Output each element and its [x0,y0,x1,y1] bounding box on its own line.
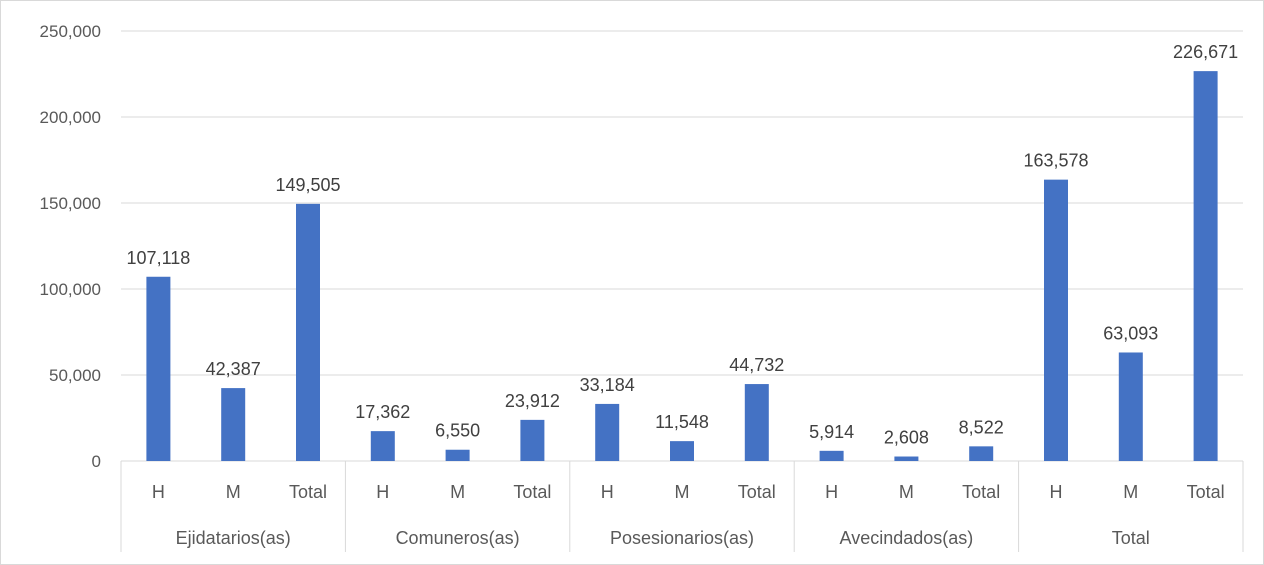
bar[interactable] [1118,352,1143,461]
data-label: 23,912 [505,391,560,411]
group-label: Comuneros(as) [396,528,520,548]
bar[interactable] [819,450,844,461]
bar[interactable] [969,446,994,461]
x-tick-label: M [675,482,690,502]
y-tick-label: 200,000 [40,108,101,127]
bar[interactable] [221,388,246,461]
data-label: 149,505 [275,175,340,195]
data-label: 5,914 [809,422,854,442]
y-tick-label: 50,000 [49,366,101,385]
x-tick-label: M [1123,482,1138,502]
data-label: 42,387 [206,359,261,379]
bar[interactable] [744,384,769,461]
data-label: 17,362 [355,402,410,422]
bar[interactable] [894,456,919,461]
x-tick-label: H [1050,482,1063,502]
x-tick-label: Total [513,482,551,502]
bar[interactable] [520,419,545,461]
data-label: 107,118 [127,248,191,268]
x-tick-label: H [376,482,389,502]
data-label: 11,548 [655,412,709,432]
data-label: 6,550 [435,421,480,441]
x-tick-label: M [226,482,241,502]
x-tick-label: Total [962,482,1000,502]
y-tick-label: 100,000 [40,280,101,299]
data-label: 63,093 [1103,323,1158,343]
x-tick-label: H [152,482,165,502]
group-label: Posesionarios(as) [610,528,754,548]
bar[interactable] [296,203,320,462]
data-label: 226,671 [1173,42,1238,62]
x-tick-label: M [899,482,914,502]
bar[interactable] [445,449,470,461]
x-tick-label: Total [289,482,327,502]
x-tick-label: H [601,482,614,502]
bar[interactable] [670,441,694,461]
bar[interactable] [595,403,620,461]
group-label: Avecindados(as) [840,528,974,548]
x-tick-label: H [825,482,838,502]
data-label: 2,608 [884,428,929,448]
bar[interactable] [1193,71,1218,461]
bar[interactable] [370,431,395,461]
y-tick-label: 0 [92,452,101,471]
data-label: 33,184 [580,375,635,395]
data-label: 163,578 [1023,151,1088,171]
x-tick-label: Total [1187,482,1225,502]
y-tick-label: 150,000 [40,194,101,213]
y-tick-label: 250,000 [40,22,101,41]
data-label: 44,732 [729,355,784,375]
x-tick-label: M [450,482,465,502]
bar[interactable] [146,276,171,461]
group-label: Ejidatarios(as) [176,528,291,548]
bar[interactable] [1044,179,1068,461]
data-label: 8,522 [959,417,1004,437]
x-tick-label: Total [738,482,776,502]
group-label: Total [1112,528,1150,548]
